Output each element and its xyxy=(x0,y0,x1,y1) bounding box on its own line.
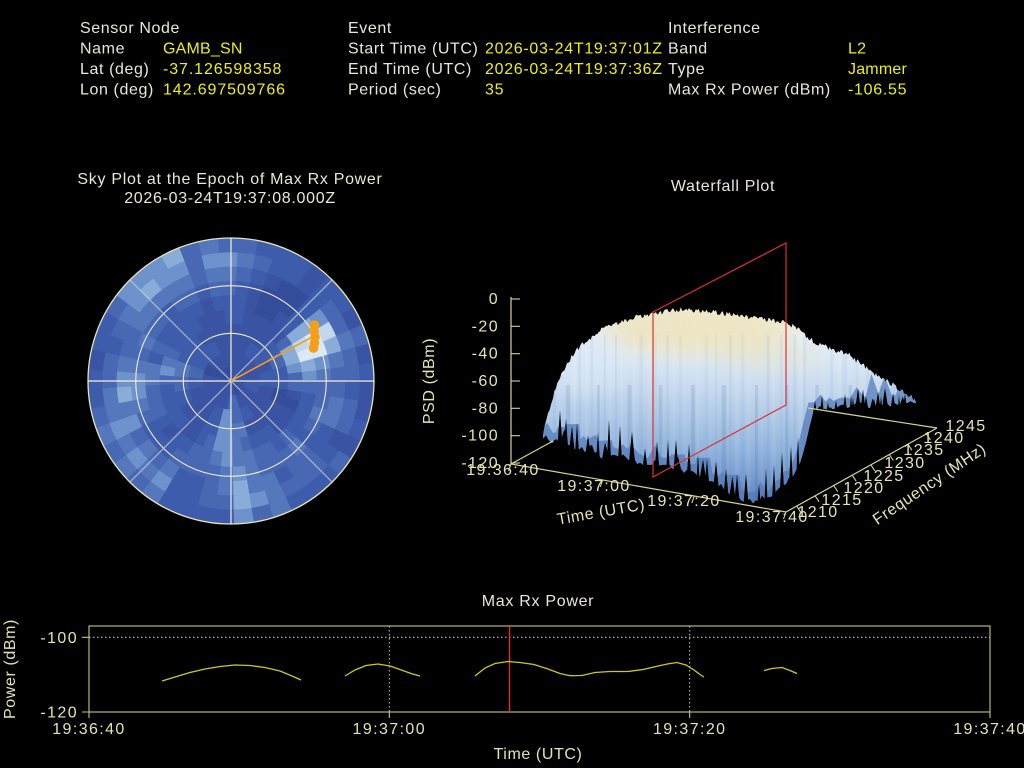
svg-text:2026-03-24T19:37:36Z: 2026-03-24T19:37:36Z xyxy=(485,61,663,78)
svg-text:-20: -20 xyxy=(472,318,499,335)
svg-text:-120: -120 xyxy=(40,705,78,722)
svg-text:0: 0 xyxy=(489,291,499,308)
svg-text:19:36:40: 19:36:40 xyxy=(466,462,539,479)
svg-text:1230: 1230 xyxy=(884,455,925,472)
svg-text:19:37:40: 19:37:40 xyxy=(735,509,808,526)
svg-text:35: 35 xyxy=(485,82,504,99)
svg-text:Period (sec): Period (sec) xyxy=(348,82,441,99)
svg-text:L2: L2 xyxy=(848,41,866,58)
svg-text:-40: -40 xyxy=(472,346,499,363)
svg-text:Max Rx Power: Max Rx Power xyxy=(482,593,594,610)
svg-text:Sky Plot at the Epoch of Max R: Sky Plot at the Epoch of Max Rx Power xyxy=(77,171,382,188)
svg-text:-37.126598358: -37.126598358 xyxy=(163,61,282,78)
svg-text:19:37:00: 19:37:00 xyxy=(353,721,426,738)
svg-text:-100: -100 xyxy=(461,428,499,445)
svg-text:Lon (deg): Lon (deg) xyxy=(80,82,154,99)
svg-text:Waterfall Plot: Waterfall Plot xyxy=(671,178,775,195)
svg-text:Band: Band xyxy=(668,41,708,58)
svg-text:Power (dBm): Power (dBm) xyxy=(2,619,19,719)
svg-text:1240: 1240 xyxy=(923,430,964,447)
svg-text:1235: 1235 xyxy=(903,442,944,459)
svg-text:PSD (dBm): PSD (dBm) xyxy=(421,338,438,424)
svg-text:Sensor Node: Sensor Node xyxy=(80,20,180,37)
svg-text:-80: -80 xyxy=(472,400,499,417)
svg-text:GAMB_SN: GAMB_SN xyxy=(163,41,243,58)
svg-text:19:37:20: 19:37:20 xyxy=(647,493,720,510)
svg-text:Name: Name xyxy=(80,41,125,58)
svg-text:1245: 1245 xyxy=(945,418,986,435)
svg-text:-100: -100 xyxy=(40,630,78,647)
svg-text:19:36:40: 19:36:40 xyxy=(52,721,125,738)
svg-text:19:37:00: 19:37:00 xyxy=(557,478,630,495)
svg-text:2026-03-24T19:37:01Z: 2026-03-24T19:37:01Z xyxy=(485,41,663,58)
svg-text:1215: 1215 xyxy=(821,492,862,509)
svg-text:Start Time (UTC): Start Time (UTC) xyxy=(348,41,479,58)
svg-text:Jammer: Jammer xyxy=(848,61,907,78)
svg-text:2026-03-24T19:37:08.000Z: 2026-03-24T19:37:08.000Z xyxy=(124,190,336,207)
svg-text:19:37:20: 19:37:20 xyxy=(653,721,726,738)
svg-text:1220: 1220 xyxy=(843,480,884,497)
svg-text:1225: 1225 xyxy=(863,468,904,485)
svg-text:Interference: Interference xyxy=(668,20,761,37)
svg-text:142.697509766: 142.697509766 xyxy=(163,82,286,99)
svg-text:1210: 1210 xyxy=(797,504,838,521)
svg-text:-106.55: -106.55 xyxy=(848,82,907,99)
svg-text:Event: Event xyxy=(348,20,392,37)
svg-text:Max Rx Power (dBm): Max Rx Power (dBm) xyxy=(668,82,831,99)
svg-text:-60: -60 xyxy=(472,373,499,390)
svg-text:Time (UTC): Time (UTC) xyxy=(494,746,583,763)
svg-text:End Time (UTC): End Time (UTC) xyxy=(348,61,472,78)
svg-text:-120: -120 xyxy=(461,455,499,472)
svg-text:19:37:40: 19:37:40 xyxy=(953,721,1024,738)
svg-text:Lat (deg): Lat (deg) xyxy=(80,61,149,78)
svg-text:Type: Type xyxy=(668,61,705,78)
